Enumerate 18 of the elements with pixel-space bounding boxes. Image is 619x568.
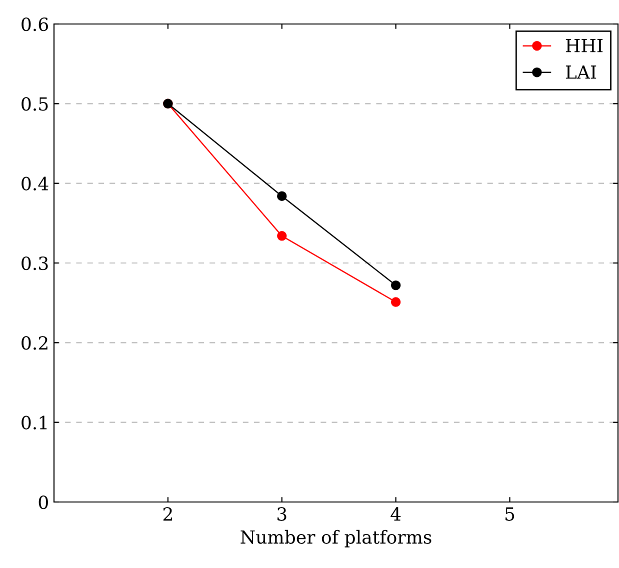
- y-tick-label: 0.6: [22, 17, 48, 32]
- point: [277, 231, 287, 241]
- y-tick-label: 0: [38, 495, 48, 510]
- x-tick-label: 5: [506, 507, 514, 521]
- y-tick-label: 0.4: [22, 176, 48, 190]
- legend-label: LAI: [566, 66, 596, 79]
- x-tick-label: 4: [390, 507, 401, 521]
- x-tick-label: 3: [278, 507, 286, 521]
- y-tick-label: 0.1: [22, 416, 47, 430]
- point: [390, 297, 401, 307]
- y-tick-label: 0.3: [22, 256, 48, 270]
- point: [390, 280, 401, 290]
- y-tick-label: 0.5: [22, 97, 48, 111]
- legend-label: HHI: [566, 39, 603, 52]
- y-tick-label: 0.2: [22, 336, 48, 350]
- point: [277, 191, 287, 201]
- x-tick-label: 2: [163, 507, 172, 521]
- x-axis-title: Number of platforms: [240, 530, 432, 548]
